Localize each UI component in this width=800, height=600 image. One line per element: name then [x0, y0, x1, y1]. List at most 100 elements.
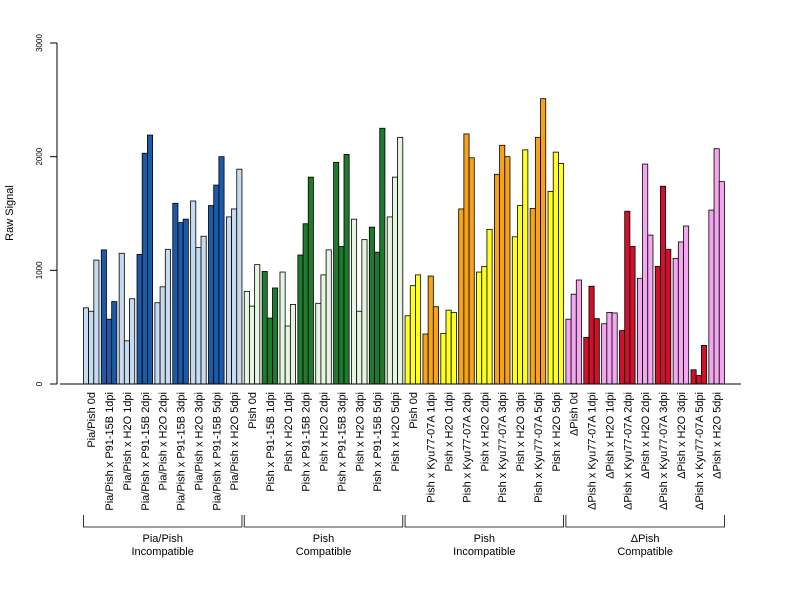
bar: [213, 184, 220, 385]
bar: [338, 246, 345, 385]
bar: [297, 254, 304, 385]
bar: [690, 369, 697, 385]
bars-layer: [83, 98, 725, 385]
bar: [619, 330, 626, 385]
bar: [565, 318, 572, 385]
bar: [136, 254, 143, 385]
bar: [379, 127, 386, 385]
bar: [583, 336, 590, 385]
x-tick-label: Pish x H2O 1dpi: [283, 392, 295, 471]
bar: [243, 290, 250, 385]
bar: [665, 248, 672, 385]
x-tick-label: Pia/Pish x H2O 2dpi: [158, 392, 170, 490]
y-axis: 0 1000 2000 3000: [35, 34, 58, 386]
bar: [409, 285, 416, 385]
bar: [511, 236, 518, 385]
bar: [361, 239, 368, 385]
bar: [504, 156, 511, 385]
bar: [529, 207, 536, 385]
y-tick-label: 2000: [35, 147, 44, 165]
bar: [159, 286, 166, 385]
bar: [570, 293, 577, 385]
bar: [397, 136, 404, 385]
bar: [450, 311, 457, 385]
bar: [123, 340, 130, 385]
bar: [343, 153, 350, 385]
group-label: Pia/Pish: [143, 533, 183, 545]
bar: [611, 312, 618, 385]
bar: [517, 205, 524, 385]
group-bracket: [83, 515, 243, 528]
y-axis-label: Raw Signal: [4, 185, 16, 241]
bar: [391, 176, 398, 385]
bar: [182, 218, 189, 385]
bar: [494, 173, 501, 385]
bar: [172, 202, 179, 385]
bar: [552, 151, 559, 385]
group-sublabel: Compatible: [296, 546, 352, 558]
bar: [445, 309, 452, 385]
group-bracket: [243, 515, 404, 528]
group-brackets: Pia/PishIncompatiblePishCompatiblePishIn…: [83, 515, 725, 558]
bar: [499, 144, 506, 385]
x-tick-label: Pish 0d: [408, 392, 420, 429]
bar: [593, 318, 600, 385]
bar: [386, 216, 393, 385]
bar: [558, 163, 565, 385]
bar: [629, 246, 636, 385]
x-tick-label: Pish x H2O 5dpi: [390, 392, 402, 471]
bar: [677, 241, 684, 385]
bar: [208, 205, 215, 385]
x-tick-label: Pia/Pish x H2O 3dpi: [193, 392, 205, 490]
x-tick-label: ΔPish 0d: [569, 392, 581, 436]
bar: [320, 274, 327, 385]
x-tick-label: Pish x H2O 2dpi: [479, 392, 491, 471]
bar: [683, 225, 690, 385]
group-label: ΔPish: [631, 533, 660, 545]
bar: [218, 156, 225, 385]
bar: [93, 259, 100, 385]
x-tick-label: Pish x H2O 3dpi: [515, 392, 527, 471]
bar: [534, 136, 541, 385]
bar: [654, 265, 661, 385]
bar: [672, 257, 679, 385]
bar: [111, 301, 118, 385]
group-sublabel: Compatible: [617, 546, 673, 558]
bar: [307, 176, 314, 385]
bar: [325, 249, 332, 385]
x-tick-label: Pia/Pish x P91-15B 3dpi: [176, 392, 188, 511]
bar: [422, 333, 429, 385]
bar: [254, 264, 261, 385]
bar: [83, 307, 90, 385]
x-tick-label: Pia/Pish x H2O 1dpi: [122, 392, 134, 490]
x-tick-label: Pia/Pish x P91-15B 2dpi: [140, 392, 152, 511]
bar: [647, 234, 654, 385]
bar: [463, 133, 470, 385]
bar: [547, 190, 554, 385]
x-tick-label: Pish x P91-15B 5dpi: [372, 392, 384, 492]
bar: [106, 318, 113, 385]
bar: [129, 298, 136, 385]
x-tick-label: ΔPish x H2O 1dpi: [604, 392, 616, 479]
bar: [315, 302, 322, 385]
bar: [708, 209, 715, 385]
bar: [415, 274, 422, 385]
bar: [481, 265, 488, 385]
x-tick-label: ΔPish x H2O 3dpi: [676, 392, 688, 479]
group-bracket: [404, 515, 565, 528]
bar: [522, 149, 529, 385]
x-tick-label: Pia/Pish x P91-15B 5dpi: [211, 392, 223, 511]
bar: [272, 287, 279, 385]
bar: [718, 181, 725, 385]
bar: [190, 200, 197, 385]
y-tick-label: 0: [35, 381, 44, 386]
bar: [642, 163, 649, 385]
x-tick-label: ΔPish x Kyu77-07A 2dpi: [622, 392, 634, 510]
x-tick-label: ΔPish x Kyu77-07A 3dpi: [658, 392, 670, 510]
bar: [333, 161, 340, 385]
bar: [284, 325, 291, 385]
y-tick-label: 3000: [35, 34, 44, 52]
bar: [606, 311, 613, 385]
group-sublabel: Incompatible: [131, 546, 193, 558]
